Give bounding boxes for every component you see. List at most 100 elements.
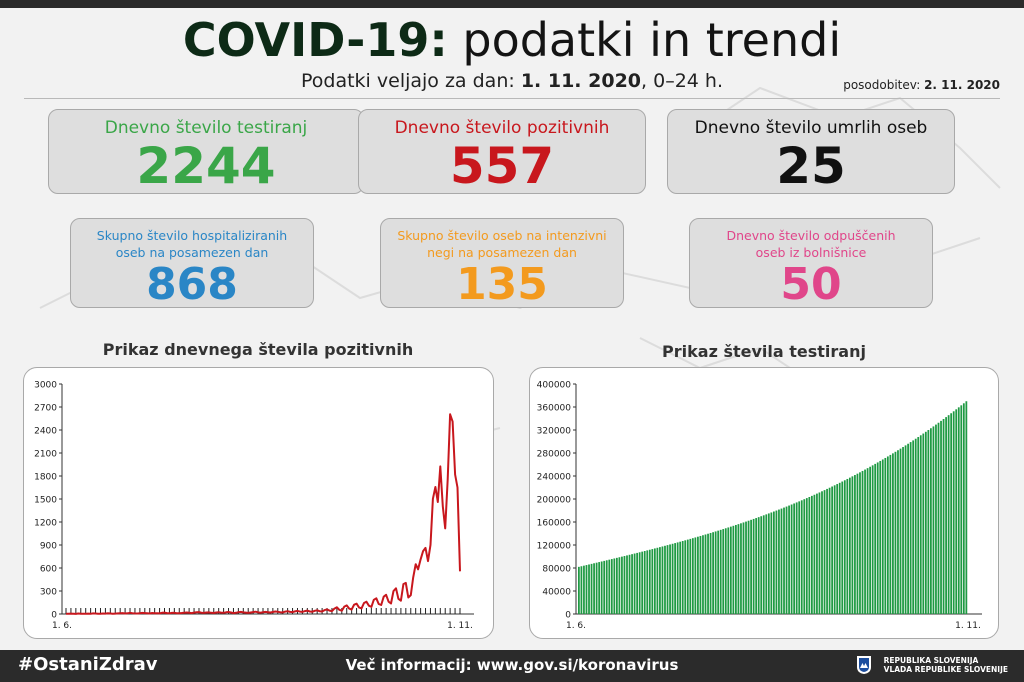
tests-bar [778,509,780,614]
date-value: 1. 11. 2020 [520,70,642,92]
y-tick-label: 400000 [537,381,572,391]
tests-bar [805,498,808,614]
tests-bar [588,564,590,614]
tests-bar [785,506,788,614]
stat-label: Skupno število hospitaliziranih oseb na p… [96,228,288,260]
tests-bar [831,486,834,614]
tests-bar [950,413,953,614]
tests-bar [904,445,907,614]
tests-bar [681,541,684,614]
y-tick-label: 280000 [537,450,572,460]
title-rest: podatki in trendi [462,13,842,67]
footer: #OstaniZdrav Več informacij: www.gov.si/… [0,650,1024,682]
tests-bar [798,501,801,614]
tests-bar [937,422,940,614]
tests-bar [750,519,752,614]
stat-card-intensive-care: Skupno število oseb na intenzivni negi na… [380,218,624,310]
tests-bar [770,512,773,614]
stat-value: 868 [146,259,238,310]
updated-label: posodobitev: [843,78,921,92]
y-tick-label: 600 [40,565,57,575]
tests-bar [932,426,935,614]
tests-bar [843,480,846,614]
tests-bar [912,440,915,614]
y-tick-label: 160000 [537,519,572,529]
stat-label: Dnevno število odpuščenih oseb iz bolnišn… [726,228,896,260]
tests-bar [742,522,745,614]
tests-bar [884,457,887,614]
stat-value: 2244 [136,137,276,195]
stat-label: Dnevno število testiranj [104,118,308,138]
tests-bar [755,518,758,614]
tests-bar [965,401,968,614]
update-date: posodobitev: 2. 11. 2020 [843,78,1000,92]
tests-bar [826,488,828,614]
stat-label: Dnevno število pozitivnih [394,118,610,138]
website-link[interactable]: www.gov.si/koronavirus [476,656,679,674]
y-tick-label: 360000 [537,404,572,414]
tests-bar [859,472,861,614]
tests-chart-title: Prikaz števila testiranj [662,342,866,361]
tests-bar [636,552,639,614]
data-date: Podatki veljajo za dan: 1. 11. 2020, 0–2… [0,70,1024,92]
tests-bar [689,538,692,614]
tests-bar [760,516,763,614]
tests-bar [952,411,955,614]
y-tick-label: 0 [565,611,571,621]
x-tick-label: 1. 11. [955,621,981,631]
tests-bar [775,510,778,614]
tests-bar [697,536,699,614]
tests-bar [892,453,894,614]
tests-bar [598,562,601,614]
tests-bar [930,428,932,614]
tests-bar [590,563,593,614]
tests-bar [671,543,674,614]
tests-bar [704,534,707,614]
tests-bar [818,492,821,614]
y-tick-label: 320000 [537,427,572,437]
tests-bar [856,473,859,614]
x-tick-label: 1. 6. [566,621,586,631]
tests-bar [813,494,816,614]
tests-bar [664,545,666,614]
tests-bar [585,565,588,614]
tests-bar [605,560,608,614]
tests-bar [924,431,927,614]
tests-bar [957,407,960,614]
tests-bar [783,507,785,614]
date-prefix: Podatki veljajo za dan: [301,70,515,92]
stat-card-hospitalized: Skupno število hospitaliziranih oseb na p… [70,218,314,310]
tests-bar [821,491,823,614]
stat-value: 25 [776,137,846,195]
stat-value: 557 [449,137,555,195]
gov-line2: VLADA REPUBLIKE SLOVENIJE [883,665,1008,674]
date-suffix: , 0–24 h. [641,70,723,92]
x-tick-label: 1. 6. [52,621,72,631]
tests-bar [808,497,811,614]
tests-bar [669,544,671,614]
tests-bar [757,517,760,614]
tests-bar [871,465,874,614]
tests-bar [707,533,709,614]
tests-bar [659,547,661,614]
page-title: COVID-19: podatki in trendi [0,10,1024,70]
tests-bar [686,539,689,614]
tests-bar [740,523,742,614]
tests-bar [722,529,725,614]
tests-bar [615,557,618,614]
tests-bar [773,511,775,614]
tests-bar [641,551,644,614]
tests-bar [788,505,790,614]
tests-bar [833,485,836,614]
updated-value: 2. 11. 2020 [924,78,1000,92]
tests-bar [593,563,595,614]
stat-card-tests: Dnevno število testiranj 2244 [48,109,364,195]
stat-value: 50 [780,259,842,310]
tests-bar [732,525,735,614]
tests-bar [714,531,717,614]
tests-bar [603,560,606,614]
title-covid: COVID-19: [182,13,448,67]
tests-bar [899,448,902,614]
tests-bar [955,409,958,614]
tests-bar [803,499,806,614]
